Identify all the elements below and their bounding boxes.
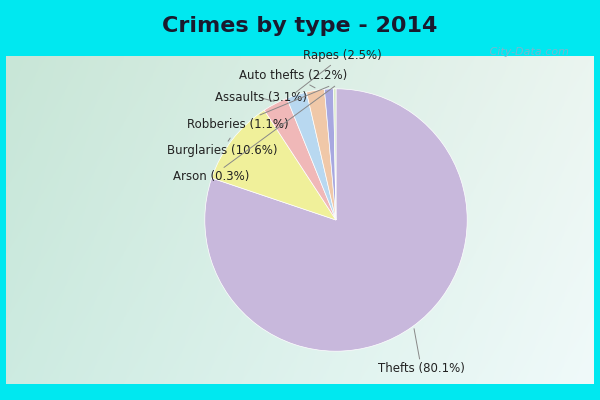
Text: City-Data.com: City-Data.com (487, 47, 569, 57)
Wedge shape (325, 89, 336, 220)
Text: Auto thefts (2.2%): Auto thefts (2.2%) (239, 69, 347, 88)
Wedge shape (287, 92, 336, 220)
Wedge shape (212, 110, 336, 220)
Wedge shape (205, 89, 467, 351)
Wedge shape (264, 98, 336, 220)
Text: Arson (0.3%): Arson (0.3%) (173, 86, 335, 183)
Text: Robberies (1.1%): Robberies (1.1%) (187, 86, 329, 131)
Text: Thefts (80.1%): Thefts (80.1%) (378, 329, 465, 375)
Text: Assaults (3.1%): Assaults (3.1%) (215, 92, 307, 104)
Wedge shape (334, 89, 336, 220)
Text: Rapes (2.5%): Rapes (2.5%) (296, 50, 382, 92)
Text: Burglaries (10.6%): Burglaries (10.6%) (167, 138, 277, 157)
Wedge shape (307, 89, 336, 220)
Text: Crimes by type - 2014: Crimes by type - 2014 (163, 16, 437, 36)
